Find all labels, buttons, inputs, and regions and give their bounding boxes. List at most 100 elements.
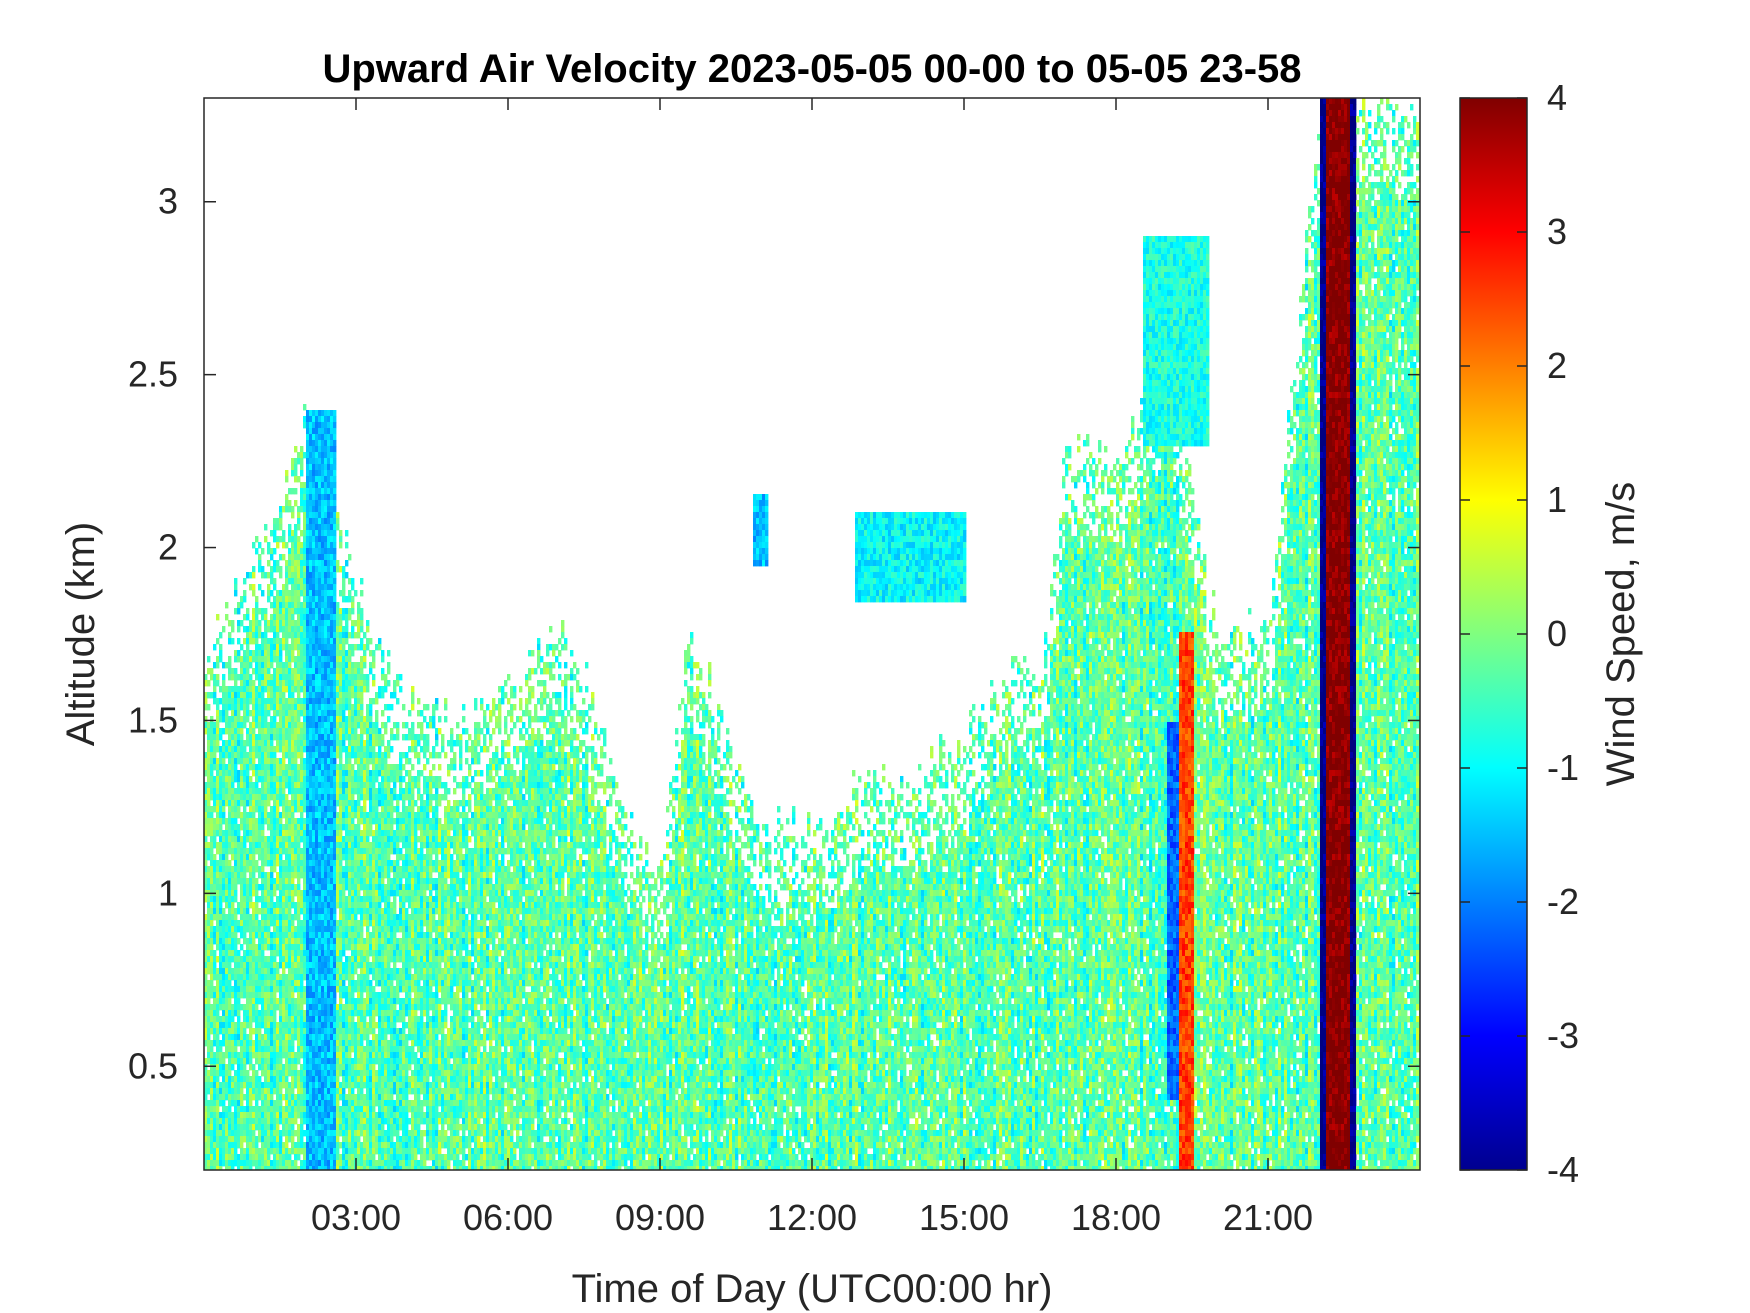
heatmap-cell: [330, 818, 333, 824]
heatmap-cell: [300, 866, 303, 872]
heatmap-cell: [306, 1046, 309, 1052]
heatmap-cell: [258, 1022, 261, 1028]
heatmap-cell: [291, 566, 294, 572]
heatmap-cell: [255, 656, 258, 662]
heatmap-cell: [300, 1016, 303, 1022]
heatmap-cell: [267, 644, 270, 650]
heatmap-cell: [324, 974, 327, 980]
heatmap-cell: [264, 896, 267, 902]
heatmap-cell: [210, 860, 213, 866]
heatmap-cell: [321, 884, 324, 890]
heatmap-cell: [252, 1094, 255, 1100]
heatmap-cell: [300, 788, 303, 794]
heatmap-cell: [312, 452, 315, 458]
heatmap-cell: [303, 722, 306, 728]
heatmap-cell: [300, 1130, 303, 1136]
heatmap-cell: [324, 758, 327, 764]
heatmap-cell: [210, 1040, 213, 1046]
heatmap-cell: [237, 1094, 240, 1100]
heatmap-cell: [231, 1112, 234, 1118]
heatmap-cell: [300, 920, 303, 926]
heatmap-cell: [252, 584, 255, 590]
heatmap-cell: [309, 1148, 312, 1154]
heatmap-cell: [228, 1100, 231, 1106]
heatmap-cell: [330, 1076, 333, 1082]
heatmap-cell: [240, 1040, 243, 1046]
heatmap-cell: [330, 770, 333, 776]
heatmap-cell: [285, 782, 288, 788]
heatmap-cell: [255, 1076, 258, 1082]
heatmap-cell: [288, 620, 291, 626]
heatmap-cell: [213, 860, 216, 866]
heatmap-cell: [267, 1124, 270, 1130]
heatmap-cell: [249, 1064, 252, 1070]
heatmap-cell: [225, 1160, 228, 1166]
heatmap-cell: [312, 770, 315, 776]
heatmap-cell: [222, 896, 225, 902]
heatmap-cell: [321, 1148, 324, 1154]
heatmap-cell: [279, 1088, 282, 1094]
heatmap-cell: [315, 596, 318, 602]
heatmap-cell: [240, 782, 243, 788]
heatmap-cell: [282, 1028, 285, 1034]
heatmap-cell: [327, 1076, 330, 1082]
heatmap-cell: [297, 974, 300, 980]
heatmap-cell: [210, 992, 213, 998]
heatmap-cell: [276, 650, 279, 656]
heatmap-cell: [309, 626, 312, 632]
heatmap-cell: [234, 968, 237, 974]
heatmap-cell: [246, 1124, 249, 1130]
heatmap-cell: [321, 752, 324, 758]
heatmap-cell: [279, 1058, 282, 1064]
heatmap-cell: [234, 728, 237, 734]
heatmap-cell: [321, 626, 324, 632]
heatmap-cell: [216, 902, 219, 908]
heatmap-cell: [276, 902, 279, 908]
heatmap-cell: [264, 962, 267, 968]
heatmap-cell: [291, 992, 294, 998]
heatmap-cell: [237, 974, 240, 980]
heatmap-cell: [309, 776, 312, 782]
heatmap-cell: [291, 956, 294, 962]
heatmap-cell: [297, 1136, 300, 1142]
heatmap-cell: [300, 824, 303, 830]
heatmap-cell: [222, 944, 225, 950]
heatmap-cell: [276, 668, 279, 674]
heatmap-cell: [249, 968, 252, 974]
heatmap-cell: [267, 908, 270, 914]
heatmap-cell: [333, 752, 336, 758]
heatmap-cell: [285, 602, 288, 608]
heatmap-cell: [282, 1022, 285, 1028]
heatmap-cell: [312, 710, 315, 716]
heatmap-cell: [228, 1040, 231, 1046]
heatmap-cell: [318, 800, 321, 806]
heatmap-cell: [246, 1070, 249, 1076]
heatmap-cell: [273, 596, 276, 602]
heatmap-cell: [303, 920, 306, 926]
heatmap-cell: [207, 782, 210, 788]
heatmap-cell: [270, 1124, 273, 1130]
heatmap-cell: [282, 986, 285, 992]
heatmap-cell: [273, 914, 276, 920]
heatmap-cell: [276, 722, 279, 728]
heatmap-cell: [255, 950, 258, 956]
heatmap-cell: [219, 872, 222, 878]
heatmap-cell: [255, 788, 258, 794]
heatmap-cell: [327, 1160, 330, 1166]
heatmap-cell: [285, 932, 288, 938]
heatmap-cell: [273, 1118, 276, 1124]
heatmap-cell: [234, 818, 237, 824]
heatmap-cell: [252, 854, 255, 860]
heatmap-cell: [210, 884, 213, 890]
heatmap-cell: [261, 764, 264, 770]
heatmap-cell: [291, 1118, 294, 1124]
heatmap-cell: [309, 1070, 312, 1076]
heatmap-cell: [264, 638, 267, 644]
heatmap-cell: [321, 584, 324, 590]
heatmap-cell: [285, 950, 288, 956]
heatmap-cell: [258, 800, 261, 806]
heatmap-cell: [300, 938, 303, 944]
heatmap-cell: [321, 422, 324, 428]
heatmap-cell: [273, 884, 276, 890]
heatmap-cell: [291, 806, 294, 812]
